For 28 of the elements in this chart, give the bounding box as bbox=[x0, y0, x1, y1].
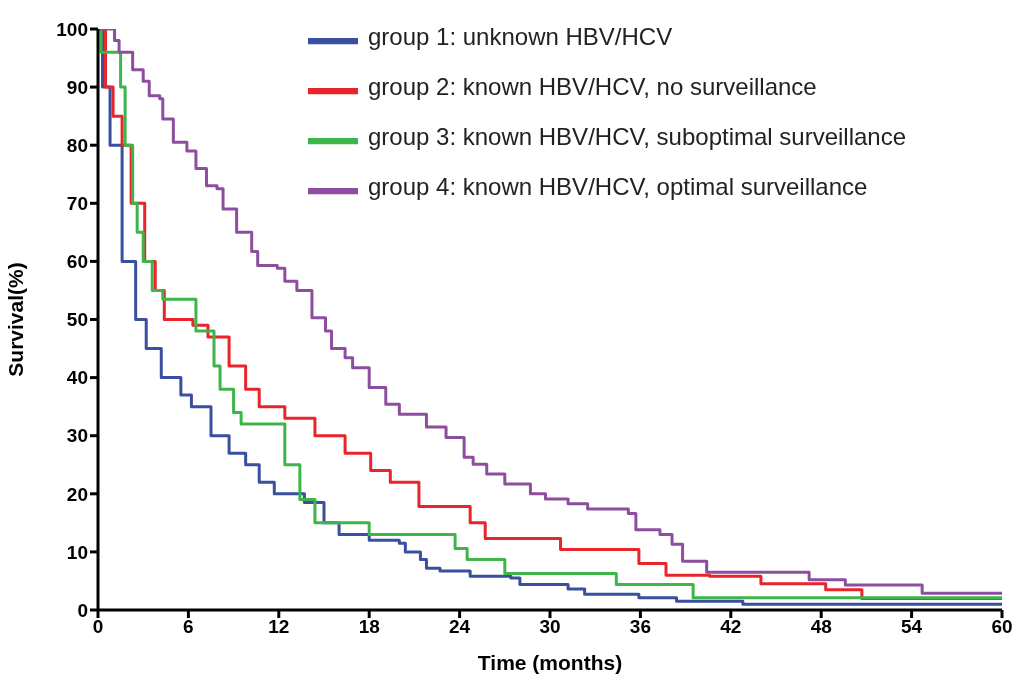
x-tick-label: 30 bbox=[539, 616, 561, 638]
x-tick-label: 54 bbox=[901, 616, 923, 638]
legend-label: group 2: known HBV/HCV, no surveillance bbox=[368, 72, 817, 100]
y-tick-label: 60 bbox=[66, 251, 88, 273]
x-tick-label: 12 bbox=[268, 616, 290, 638]
y-tick-label: 30 bbox=[66, 425, 88, 447]
y-axis-title: Survival(%) bbox=[4, 262, 28, 377]
legend-label: group 1: unknown HBV/HCV bbox=[368, 22, 673, 50]
y-tick-label: 80 bbox=[66, 134, 88, 156]
y-tick-label: 10 bbox=[66, 541, 88, 563]
y-tick-label: 50 bbox=[66, 309, 88, 331]
legend-label: group 3: known HBV/HCV, suboptimal surveillance bbox=[368, 122, 907, 150]
x-tick-label: 18 bbox=[358, 616, 380, 638]
x-axis-title: Time (months) bbox=[477, 651, 623, 674]
legend-label: group 4: known HBV/HCV, optimal surveillance bbox=[368, 172, 868, 200]
x-tick-label: 60 bbox=[991, 616, 1013, 638]
x-tick-label: 24 bbox=[449, 616, 471, 638]
x-tick-label: 6 bbox=[183, 616, 194, 638]
y-tick-label: 90 bbox=[66, 76, 88, 98]
x-tick-label: 42 bbox=[720, 616, 742, 638]
y-tick-label: 40 bbox=[66, 367, 88, 389]
x-tick-label: 36 bbox=[629, 616, 651, 638]
x-tick-label: 0 bbox=[92, 616, 104, 638]
y-tick-label: 70 bbox=[66, 193, 88, 215]
y-tick-label: 100 bbox=[56, 18, 88, 40]
x-tick-label: 48 bbox=[810, 616, 832, 638]
y-tick-label: 20 bbox=[66, 483, 88, 505]
y-tick-label: 0 bbox=[77, 599, 88, 621]
